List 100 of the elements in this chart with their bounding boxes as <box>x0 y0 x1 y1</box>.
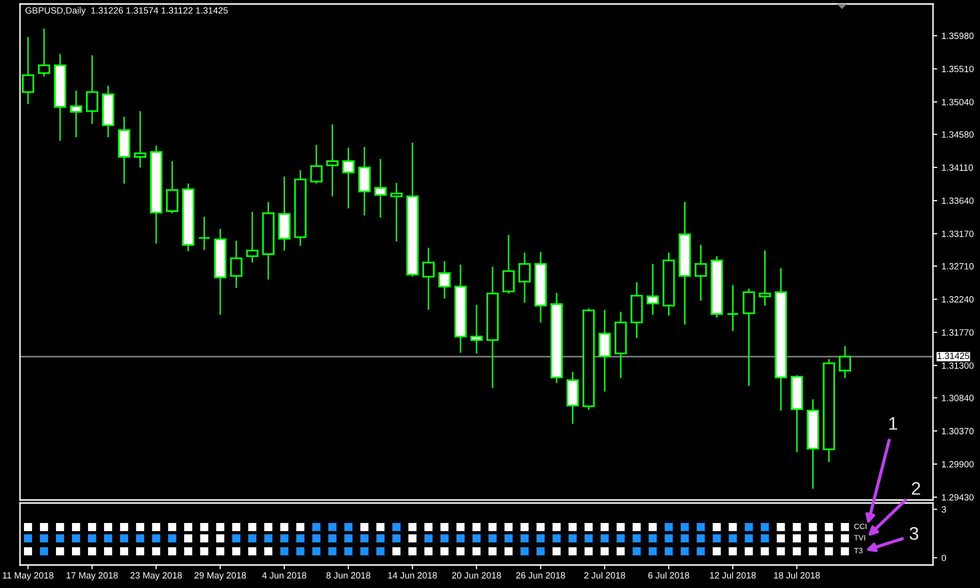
point <box>456 547 465 556</box>
x-tick-label: 17 May 2018 <box>66 572 118 580</box>
y-tick-label: 1.32240 <box>942 296 974 303</box>
point <box>536 523 545 532</box>
point <box>424 523 432 532</box>
y-tick-label: 1.30840 <box>942 394 974 402</box>
point <box>168 534 176 542</box>
point <box>488 534 497 542</box>
x-tick-label: 8 Jun 2018 <box>326 572 370 579</box>
y-tick-label: 1.34580 <box>942 131 974 138</box>
point <box>360 534 368 542</box>
point <box>728 534 737 542</box>
y-tick-label: 1.34110 <box>942 164 973 171</box>
point <box>328 534 336 542</box>
point <box>56 547 64 556</box>
y-tick-label: 1.33640 <box>942 198 974 204</box>
point <box>792 523 801 532</box>
point <box>376 523 384 532</box>
point <box>712 523 721 532</box>
candlestick <box>390 182 403 242</box>
point <box>472 547 481 556</box>
point <box>152 534 160 542</box>
point <box>456 523 465 532</box>
point <box>504 547 513 556</box>
point <box>776 547 785 556</box>
point <box>136 523 144 532</box>
point <box>552 534 561 542</box>
x-tick-label: 6 Jul 2018 <box>648 572 690 579</box>
point <box>392 547 400 556</box>
point <box>72 523 80 532</box>
point <box>312 534 320 542</box>
candlestick <box>438 260 451 300</box>
point <box>712 547 721 556</box>
y-tick-label: 1.29900 <box>942 461 974 468</box>
point <box>296 523 304 532</box>
point <box>824 547 833 556</box>
point <box>152 547 160 556</box>
y-tick-label: 0 <box>942 554 946 562</box>
point <box>56 523 64 532</box>
candlestick <box>502 234 515 294</box>
point <box>840 547 849 556</box>
point <box>552 547 561 556</box>
point <box>264 547 272 556</box>
point <box>568 523 577 532</box>
point <box>280 534 288 542</box>
point <box>168 547 176 556</box>
candlestick <box>310 144 322 184</box>
point <box>616 534 625 542</box>
candlestick <box>86 54 98 124</box>
point <box>376 534 384 542</box>
candlestick <box>758 250 771 306</box>
point <box>232 534 240 542</box>
x-tick-label: 20 Jun 2018 <box>452 572 501 579</box>
point <box>248 547 256 556</box>
point <box>536 534 545 542</box>
candlestick <box>694 244 707 302</box>
point <box>72 534 80 542</box>
candlestick <box>326 124 338 198</box>
candlestick <box>374 158 387 218</box>
point <box>40 534 48 542</box>
point <box>712 534 721 542</box>
point <box>472 534 481 542</box>
y-tick-label: 1.30370 <box>942 428 974 434</box>
point <box>232 523 240 532</box>
point <box>88 534 96 542</box>
candlestick <box>246 211 258 264</box>
point <box>120 534 128 542</box>
point <box>248 523 256 532</box>
point <box>552 523 561 532</box>
point <box>440 534 449 542</box>
point <box>760 534 769 542</box>
x-tick-label: 14 Jun 2018 <box>388 572 437 579</box>
point <box>728 523 737 532</box>
x-tick-label: 23 May 2018 <box>130 572 182 580</box>
point <box>72 547 80 556</box>
point <box>568 547 577 556</box>
point <box>584 523 593 532</box>
y-tick-label: 3 <box>942 506 946 513</box>
point <box>360 523 368 532</box>
x-tick-label: 29 May 2018 <box>194 572 246 580</box>
y-tick-label: 1.32710 <box>942 263 974 270</box>
point <box>520 534 529 542</box>
candlestick <box>742 288 755 387</box>
point <box>584 534 593 542</box>
point <box>504 534 513 542</box>
point <box>632 534 641 542</box>
point <box>456 534 465 542</box>
point <box>104 523 112 532</box>
point <box>40 523 48 532</box>
point <box>216 547 224 556</box>
point <box>600 534 609 542</box>
point <box>152 523 160 532</box>
y-tick-label: 1.31300 <box>942 362 974 369</box>
candlestick <box>230 240 242 289</box>
point <box>200 523 208 532</box>
annotation: 1 <box>889 417 898 430</box>
point <box>200 547 208 556</box>
point <box>696 534 705 542</box>
candlestick <box>342 147 354 210</box>
point <box>648 534 657 542</box>
